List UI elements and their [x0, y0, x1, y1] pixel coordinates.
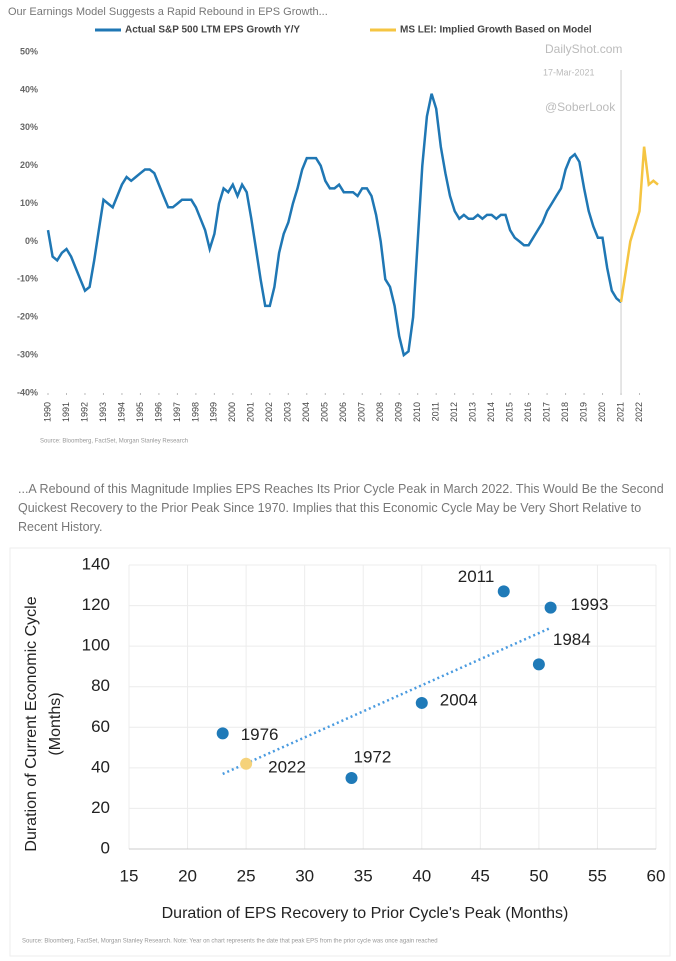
y-tick-label: 140: [82, 554, 110, 573]
x-tick-label: 2021: [615, 402, 625, 422]
x-tick-label: 2012: [449, 402, 459, 422]
y-tick-label: -10%: [17, 274, 38, 284]
x-tick-label: 2009: [394, 402, 404, 422]
point-label: 2011: [458, 567, 495, 586]
x-tick-label: 2018: [560, 402, 570, 422]
x-tick-label: 40: [412, 866, 431, 885]
annotation: DailyShot.com: [545, 42, 622, 56]
y-tick-label: 120: [82, 595, 110, 614]
y-tick-label: -40%: [17, 387, 38, 397]
x-tick-label: 2014: [486, 402, 496, 422]
panel-border: [9, 547, 671, 957]
y-tick-label: 30%: [20, 122, 38, 132]
x-tick-label: 2015: [504, 402, 514, 422]
y-tick-label: 0%: [25, 236, 38, 246]
x-tick-label: 35: [354, 866, 373, 885]
x-tick-label: 2004: [301, 402, 311, 422]
x-tick-label: 1992: [79, 402, 89, 422]
y-tick-label: 60: [91, 717, 110, 736]
x-tick-label: 30: [295, 866, 314, 885]
legend-label: Actual S&P 500 LTM EPS Growth Y/Y: [125, 25, 300, 36]
y-tick-label: -20%: [17, 312, 38, 322]
x-tick-label: 2002: [264, 402, 274, 422]
x-tick-label: 1993: [98, 402, 108, 422]
source: Source: Bloomberg, FactSet, Morgan Stanl…: [40, 439, 188, 445]
chart-title: ...A Rebound of this Magnitude Implies E…: [18, 482, 664, 534]
x-tick-label: 2010: [412, 402, 422, 422]
annotation: 17-Mar-2021: [543, 67, 595, 77]
x-tick-label: 2001: [246, 402, 256, 422]
y-tick-label: -30%: [17, 349, 38, 359]
x-tick-label: 50: [529, 866, 548, 885]
x-tick-label: 25: [237, 866, 256, 885]
y-tick-label: 0: [101, 838, 110, 857]
annotation: @SoberLook: [545, 100, 616, 114]
source: Source: Bloomberg, FactSet, Morgan Stanl…: [22, 939, 438, 945]
y-tick-label: 80: [91, 676, 110, 695]
y-tick-label: 50%: [20, 46, 38, 56]
x-tick-label: 2006: [338, 402, 348, 422]
y-axis-label: (Months): [47, 692, 64, 755]
x-tick-label: 2005: [320, 402, 330, 422]
point-label: 1972: [354, 747, 392, 766]
x-tick-label: 15: [120, 866, 139, 885]
x-tick-label: 1996: [153, 402, 163, 422]
point: [240, 757, 253, 770]
x-tick-label: 2007: [357, 402, 367, 422]
x-tick-label: 55: [588, 866, 607, 885]
point: [216, 727, 229, 740]
x-tick-label: 2019: [578, 402, 588, 422]
x-tick-label: 20: [178, 866, 197, 885]
x-tick-label: 2000: [227, 402, 237, 422]
point: [497, 585, 510, 598]
y-tick-label: 40%: [20, 84, 38, 94]
y-tick-label: 100: [82, 636, 110, 655]
x-tick-label: 1998: [190, 402, 200, 422]
x-tick-label: 2017: [541, 402, 551, 422]
x-tick-label: 1991: [61, 402, 71, 422]
x-tick-label: 2022: [634, 402, 644, 422]
point-label: 2022: [268, 757, 306, 776]
point: [345, 772, 358, 784]
series-line: [619, 146, 659, 303]
x-tick-label: 1995: [135, 402, 145, 422]
x-tick-label: 60: [647, 866, 666, 885]
x-tick-label: 2008: [375, 402, 385, 422]
y-tick-label: 40: [91, 757, 110, 776]
x-tick-label: 2011: [431, 402, 441, 421]
point-label: 2004: [440, 690, 478, 709]
point: [544, 601, 557, 614]
x-tick-label: 1994: [116, 402, 126, 422]
x-tick-label: 2020: [597, 402, 607, 422]
x-tick-label: 1999: [209, 402, 219, 422]
series-line: [46, 93, 622, 358]
x-tick-label: 45: [471, 866, 490, 885]
x-axis-label: Duration of EPS Recovery to Prior Cycle'…: [162, 905, 569, 922]
x-tick-label: 1990: [42, 402, 52, 422]
y-tick-label: 20: [91, 798, 110, 817]
point: [532, 658, 545, 671]
point: [415, 696, 428, 709]
x-tick-label: 2013: [468, 402, 478, 422]
x-tick-label: 2016: [523, 402, 533, 422]
point-label: 1976: [241, 725, 279, 744]
chart-title: Our Earnings Model Suggests a Rapid Rebo…: [8, 6, 328, 18]
point-label: 1993: [571, 595, 609, 614]
x-tick-label: 2003: [283, 402, 293, 422]
x-tick-label: 1997: [172, 402, 182, 422]
y-tick-label: 10%: [20, 198, 38, 208]
y-axis-label: Duration of Current Economic Cycle: [23, 596, 40, 851]
y-tick-label: 20%: [20, 160, 38, 170]
legend-label: MS LEI: Implied Growth Based on Model: [400, 25, 592, 36]
point-label: 1984: [553, 630, 591, 649]
